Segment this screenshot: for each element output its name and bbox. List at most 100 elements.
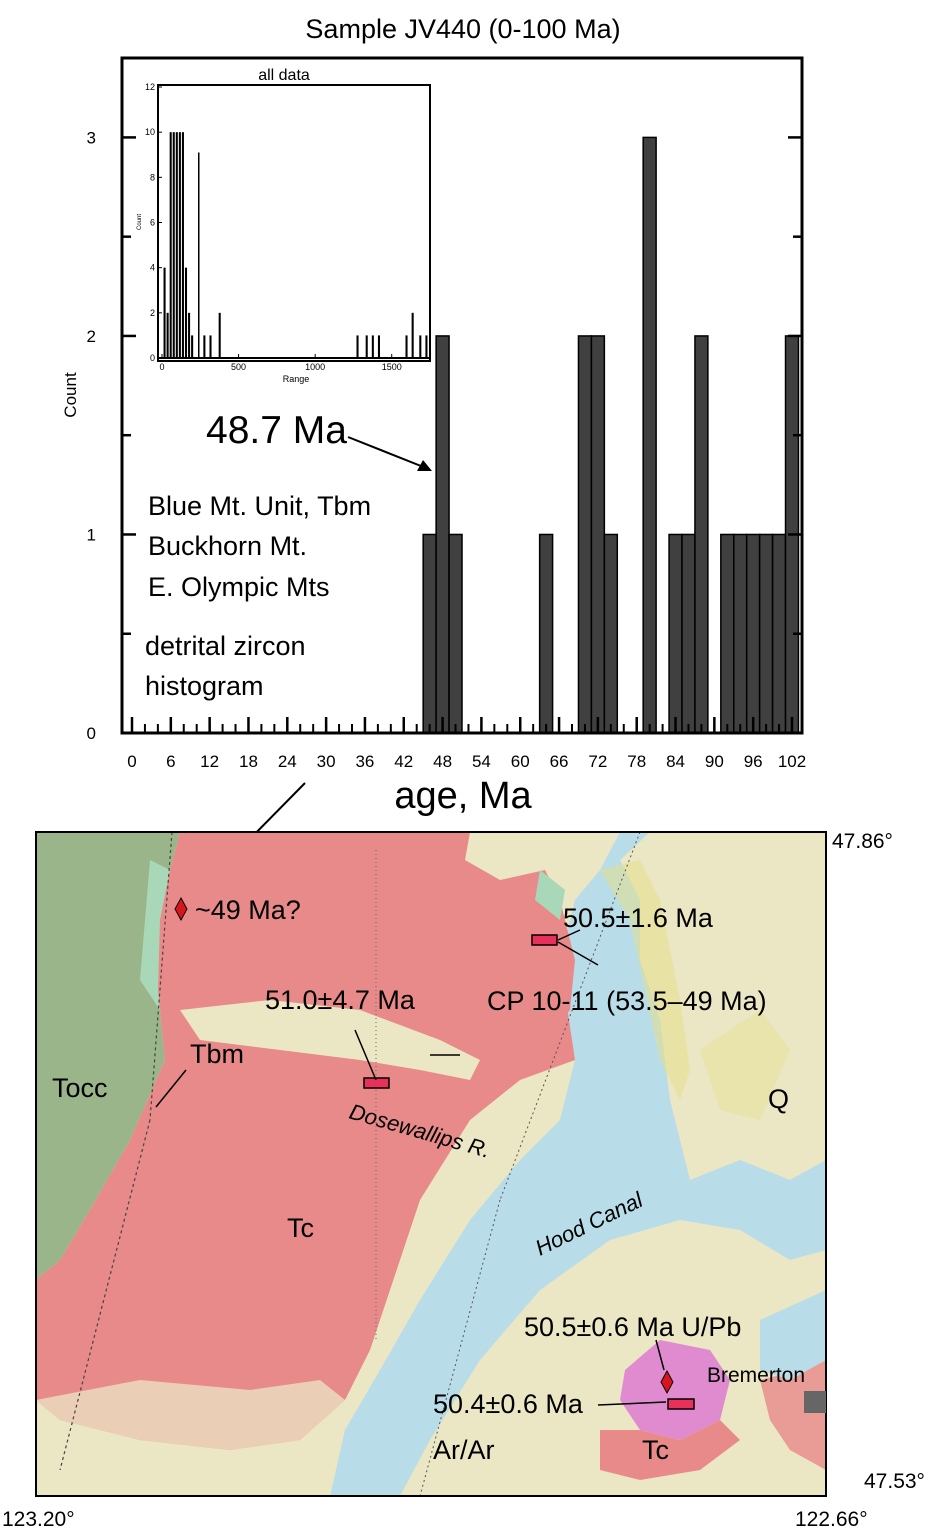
y-tick-label-0: 0 <box>87 724 96 743</box>
bremerton-marker <box>804 1391 826 1413</box>
x-tick-label-7: 42 <box>394 752 413 771</box>
thrust-fault-south <box>59 1119 151 1471</box>
coord-southeast-lat: 47.53° <box>864 1470 925 1493</box>
dotted-fault <box>499 832 641 1201</box>
x-tick-label-9: 54 <box>472 752 491 771</box>
map-frame <box>35 831 827 1497</box>
inset-bar-12 <box>218 312 221 358</box>
x-tick-label-8: 48 <box>433 752 452 771</box>
volcanics-south <box>600 1420 740 1480</box>
y-tick-label-2: 2 <box>87 327 96 346</box>
sample-diamond-marker <box>174 896 188 922</box>
main-bar-6 <box>603 533 619 734</box>
volcanics-spur <box>520 900 575 1040</box>
hood-canal-water <box>330 832 826 1496</box>
age-callout: 48.7 Ma <box>206 409 347 452</box>
inset-bar-9 <box>191 335 194 358</box>
main-bar-14 <box>758 533 774 734</box>
map-label-50-5-upb: 50.5±0.6 Ma U/Pb <box>524 1312 741 1342</box>
unit-label-3: E. Olympic Mts <box>148 572 330 602</box>
inset-bar-10 <box>203 335 206 358</box>
inset-bar-5 <box>178 132 181 358</box>
main-bar-4 <box>577 335 593 734</box>
main-bar-11 <box>720 533 735 734</box>
x-tick-label-17: 102 <box>778 752 806 771</box>
x-tick-label-5: 30 <box>317 752 336 771</box>
main-plot-frame <box>120 56 804 735</box>
inset-y-tick-label-5: 10 <box>145 127 155 137</box>
inset-y-tick-label-3: 6 <box>150 218 155 228</box>
leader-dosewallips <box>354 1029 377 1081</box>
x-tick-label-10: 60 <box>511 752 530 771</box>
inset-bar-14 <box>365 335 368 358</box>
inset-bar-16 <box>377 335 380 358</box>
inset-y-tick-label-4: 8 <box>150 172 155 182</box>
intrusion-unit <box>620 1340 730 1440</box>
x-tick-label-15: 90 <box>705 752 724 771</box>
map-label-bremerton: Bremerton <box>707 1364 805 1387</box>
main-bar-9 <box>681 533 696 734</box>
sample-box-arar <box>667 1398 695 1410</box>
inset-bar-15 <box>371 335 374 358</box>
inset-y-tick-label-0: 0 <box>150 353 155 363</box>
inset-x-tick-label-0: 0 <box>159 362 164 372</box>
x-tick-label-1: 6 <box>166 752 175 771</box>
leader-cp-lower <box>557 941 599 966</box>
leader-tbm <box>155 1069 187 1108</box>
x-tick-label-2: 12 <box>200 752 219 771</box>
x-tick-label-12: 72 <box>588 752 607 771</box>
inset-bar-3 <box>172 132 175 358</box>
map-label-tc-north: Tc <box>287 1213 314 1243</box>
y-axis-label: Count <box>61 372 80 418</box>
inset-bar-19 <box>419 335 422 358</box>
inset-bar-2 <box>169 132 172 358</box>
crescent-volcanics-unit <box>36 832 575 1450</box>
inset-y-axis-label: Count <box>137 214 143 230</box>
upb-diamond-marker <box>660 1369 674 1395</box>
main-bars <box>422 136 800 734</box>
leader-cp-upper <box>557 929 581 941</box>
inset-bar-13 <box>356 335 359 358</box>
inset-bar-1 <box>166 312 169 358</box>
inset-bar-20 <box>425 335 428 358</box>
y-tick-label-3: 3 <box>87 128 96 147</box>
sample-box-cp <box>531 934 558 946</box>
inset-title: all data <box>258 67 310 84</box>
quaternary-upland <box>700 1010 790 1120</box>
inset-bar-0 <box>163 267 166 358</box>
inset-x-tick-label-1: 500 <box>231 362 246 372</box>
unit-label-1: Blue Mt. Unit, Tbm <box>148 491 371 521</box>
chart-title: Sample JV440 (0-100 Ma) <box>305 14 620 44</box>
map-label-49ma: ~49 Ma? <box>195 895 301 925</box>
geologic-map <box>36 832 826 1496</box>
inset-y-tick-label-6: 12 <box>145 82 155 92</box>
southern-valley <box>36 1380 345 1450</box>
leader-arar <box>597 1401 667 1406</box>
inset-bar-8 <box>188 312 191 358</box>
x-tick-label-14: 84 <box>666 752 685 771</box>
unit-label-2: Buckhorn Mt. <box>148 531 307 561</box>
map-label-tc-south: Tc <box>642 1435 669 1465</box>
callout-arrowhead <box>417 460 432 471</box>
main-bar-0 <box>422 533 437 734</box>
map-label-50-5-1-6: 50.5±1.6 Ma <box>563 903 714 933</box>
main-bar-12 <box>733 533 748 734</box>
main-bar-13 <box>745 533 761 734</box>
x-tick-label-16: 96 <box>744 752 763 771</box>
map-label-51-0: 51.0±4.7 Ma <box>265 985 416 1015</box>
inset-axes: 0 500 1000 1500 0 2 4 6 8 10 12 <box>145 82 430 372</box>
inset-x-tick-label-2: 1000 <box>305 362 325 372</box>
dosewallips-valley <box>180 1000 480 1080</box>
main-bar-3 <box>538 533 554 734</box>
main-bar-1 <box>435 335 450 734</box>
coord-southwest-lon: 123.20° <box>2 1508 75 1531</box>
y-tick-label-1: 1 <box>87 525 96 544</box>
inset-x-tick-label-3: 1500 <box>382 362 402 372</box>
sample-box-dosewallips <box>363 1077 390 1089</box>
x-tick-label-6: 36 <box>355 752 374 771</box>
thrust-fault <box>149 832 173 1121</box>
map-label-arar: Ar/Ar <box>433 1435 495 1465</box>
x-tick-label-11: 66 <box>550 752 569 771</box>
